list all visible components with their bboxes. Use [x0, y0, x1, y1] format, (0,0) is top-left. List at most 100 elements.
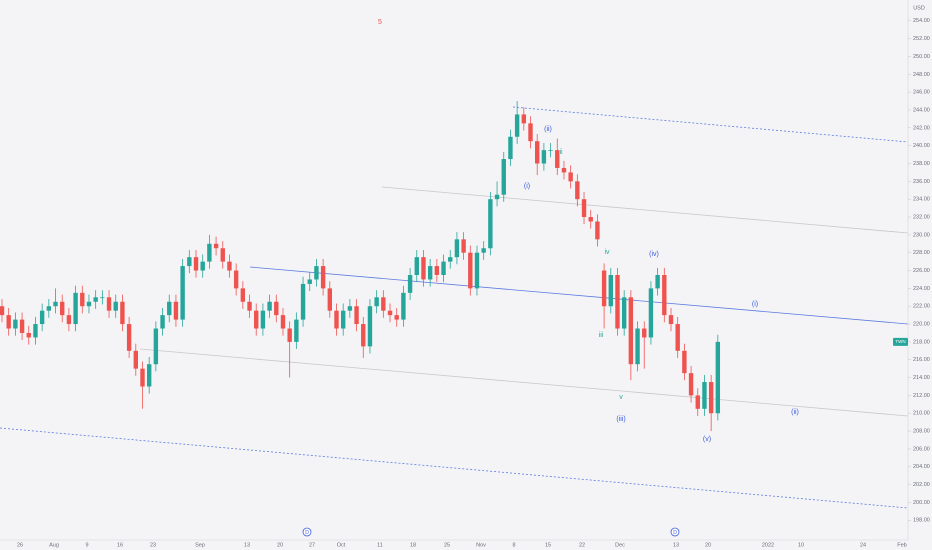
candle-body — [300, 283, 306, 320]
wave-label: (v) — [703, 436, 711, 443]
candle-body — [280, 315, 286, 329]
candle-body — [595, 221, 600, 240]
candle-body — [708, 382, 714, 414]
channel-mid-upper — [381, 186, 909, 234]
candle-body — [254, 310, 259, 329]
candle-body — [575, 181, 580, 200]
y-tick-label: 204.00 — [913, 464, 930, 470]
candle-body — [66, 315, 72, 325]
candle-body — [508, 136, 513, 160]
candle-body — [100, 297, 105, 299]
candle-body — [662, 275, 667, 316]
y-tick-label: 252.00 — [913, 36, 930, 42]
y-tick-label: 216.00 — [913, 357, 930, 363]
candle-body — [374, 297, 379, 307]
y-tick-label: 240.00 — [913, 143, 930, 149]
x-tick-label: 2022 — [762, 542, 774, 548]
candle-body — [327, 288, 333, 311]
x-tick-label: Aug — [49, 542, 59, 548]
x-tick-label: 27 — [309, 542, 315, 548]
candle-body — [568, 172, 573, 182]
y-tick-label: 226.00 — [913, 268, 930, 274]
candle-body — [153, 328, 159, 365]
candle-body — [427, 266, 433, 280]
wave-label: (ii) — [791, 409, 799, 416]
wave-label: (iv) — [649, 251, 659, 258]
candle-body — [0, 306, 5, 316]
candle-body — [621, 297, 627, 329]
event-marker — [302, 527, 312, 537]
candle-body — [46, 306, 52, 311]
candle-body — [548, 150, 553, 151]
candle-body — [541, 150, 547, 164]
y-tick-label: 254.00 — [913, 18, 930, 24]
candle-body — [120, 301, 125, 325]
candle-body — [675, 324, 680, 351]
candle-body — [555, 150, 560, 168]
candle-body — [601, 270, 607, 307]
candle-body — [86, 301, 92, 307]
candle-body — [688, 373, 694, 396]
y-tick-label: 238.00 — [913, 161, 930, 167]
candle-body — [173, 301, 179, 320]
candle-body — [615, 275, 620, 329]
candle-body — [287, 328, 292, 342]
candle-body — [448, 257, 453, 262]
x-tick-label: 23 — [150, 542, 156, 548]
wave-label: (iii) — [616, 416, 625, 423]
price-tag-label: TWN — [895, 339, 905, 344]
candle-body — [340, 310, 346, 329]
y-tick-label: 210.00 — [913, 411, 930, 417]
x-tick-label: Oct — [337, 542, 346, 548]
candle-body — [314, 266, 319, 280]
wave-label: ii — [559, 149, 563, 156]
candle-body — [233, 270, 239, 289]
candle-body — [187, 257, 192, 267]
currency-label: USD — [913, 5, 925, 11]
candle-body — [588, 217, 593, 222]
candle-body — [160, 315, 165, 329]
channel-mid-lower — [139, 348, 909, 417]
candle-body — [434, 266, 440, 275]
candle-body — [180, 266, 185, 320]
x-tick-label: 13 — [244, 542, 250, 548]
x-tick-label: Sep — [195, 542, 205, 548]
wave-label: 5 — [378, 19, 382, 26]
y-tick-label: 222.00 — [913, 304, 930, 310]
candle-body — [581, 199, 587, 218]
candle-body — [247, 301, 252, 311]
candle-body — [414, 257, 419, 275]
candle-body — [394, 315, 399, 320]
y-tick-label: 198.00 — [913, 518, 930, 524]
x-tick-label: 9 — [85, 542, 88, 548]
x-tick-label: 20 — [277, 542, 283, 548]
x-tick-label: 8 — [512, 542, 515, 548]
x-tick-label: 22 — [579, 542, 585, 548]
y-tick-label: 232.00 — [913, 214, 930, 220]
candle-body — [220, 248, 225, 262]
candle-body — [26, 332, 31, 338]
event-marker-label: D — [305, 530, 309, 536]
candle-body — [474, 252, 480, 289]
candle-body — [387, 310, 393, 316]
candle-body — [13, 319, 18, 329]
x-tick-label: 20 — [705, 542, 711, 548]
candle-body — [381, 297, 386, 311]
candle-body — [468, 252, 473, 289]
y-tick-label: 244.00 — [913, 107, 930, 113]
x-tick-label: 24 — [860, 542, 866, 548]
candle-body — [193, 257, 199, 271]
wave-label: iii — [599, 332, 604, 339]
candle-body — [200, 261, 205, 271]
y-tick-label: 200.00 — [913, 500, 930, 506]
wave-label: (ii) — [544, 126, 552, 133]
y-tick-label: 224.00 — [913, 286, 930, 292]
x-tick-label: 15 — [545, 542, 551, 548]
candle-body — [260, 310, 266, 329]
candle-body — [494, 194, 500, 200]
candle-body — [628, 297, 634, 365]
candle-body — [274, 301, 279, 316]
candle-body — [488, 199, 493, 249]
wave-label: (i) — [524, 183, 530, 190]
